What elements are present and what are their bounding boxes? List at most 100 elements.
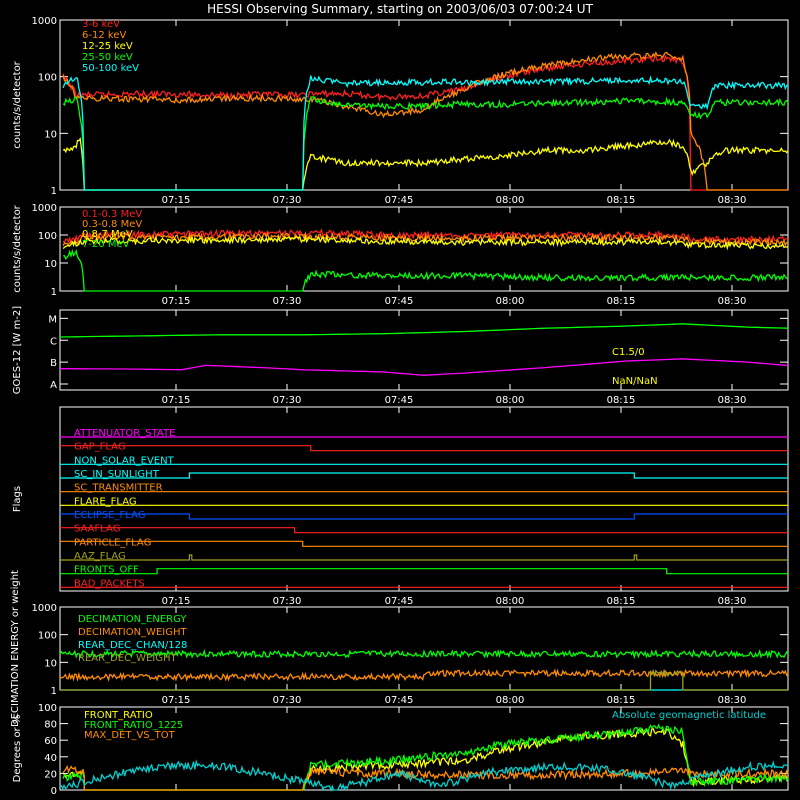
series-line-rear-dec-weight xyxy=(60,668,788,691)
flag-label: SC_TRANSMITTER xyxy=(74,483,163,494)
series-line-7-20-mev xyxy=(63,248,789,292)
flag-line-gap-flag xyxy=(60,445,788,452)
y-tick-label: 1 xyxy=(51,186,57,197)
x-tick-label: 07:30 xyxy=(273,195,302,206)
series-line-goes-12-high xyxy=(59,323,789,338)
x-tick-label: 08:15 xyxy=(607,395,636,406)
y-tick-label: 100 xyxy=(38,231,57,242)
y-tick-label: 1 xyxy=(51,287,57,298)
legend-entry: 12-25 keV xyxy=(82,41,133,52)
panel-ratio: Degrees or % 0 20 40 60 80 100 FRONT_RATIOFRONT… xyxy=(12,703,789,797)
y-tick-label: 80 xyxy=(44,720,57,731)
x-tick-label: 08:00 xyxy=(496,695,525,706)
plot-frame xyxy=(59,706,789,791)
flag-label: NON_SOLAR_EVENT xyxy=(74,455,175,466)
series-line-0-3-0-8-mev xyxy=(62,231,789,247)
legend-entry: REAR_DEC_WEIGHT xyxy=(78,653,177,664)
x-tick-label: 08:30 xyxy=(718,695,747,706)
x-tick-label: 07:45 xyxy=(385,296,414,307)
x-tick-label: 07:45 xyxy=(385,596,414,607)
x-tick-label: 07:15 xyxy=(162,395,191,406)
flag-label: PARTICLE_FLAG xyxy=(74,537,151,548)
legend-entry: REAR_DEC_CHAN/128 xyxy=(78,640,187,651)
flag-line-eclipse-flag xyxy=(60,513,788,520)
y-tick-label: A xyxy=(50,380,57,391)
y-tick-label: 10 xyxy=(44,129,57,140)
x-tick-label: 07:45 xyxy=(385,195,414,206)
panel-goes: 07:15 07:30 07:45 08:00 08:15 08:30 GOES-12 [W… xyxy=(12,306,789,406)
y-tick-label: B xyxy=(50,358,57,369)
plot-frame xyxy=(59,19,789,191)
y-axis-label: GOES-12 [W m-2] xyxy=(12,306,23,394)
flag-label: SAAFLAG xyxy=(74,524,120,535)
x-tick-label: 07:15 xyxy=(162,695,191,706)
x-tick-label: 08:00 xyxy=(496,195,525,206)
legend-entry: 6-12 keV xyxy=(82,30,126,41)
x-tick-label: 08:30 xyxy=(718,296,747,307)
y-tick-label: 0 xyxy=(51,786,57,797)
flag-label: FLARE_FLAG xyxy=(74,496,137,507)
y-tick-label: 40 xyxy=(44,753,57,764)
y-axis-label: Flags xyxy=(12,486,23,512)
y-tick-label: C xyxy=(50,336,57,347)
flag-label: GAP_FLAG xyxy=(74,442,126,453)
x-tick-label: 08:00 xyxy=(496,596,525,607)
plot-frame xyxy=(59,206,789,292)
y-axis-label: Degrees or % xyxy=(12,715,23,783)
legend-entry: 0.8-7 MeV xyxy=(82,229,133,240)
y-tick-label: 60 xyxy=(44,736,57,747)
flag-label: BAD_PACKETS xyxy=(74,578,145,589)
series-line-3-6-kev xyxy=(62,54,788,191)
x-tick-label: 08:00 xyxy=(496,296,525,307)
x-tick-label: 07:15 xyxy=(162,596,191,607)
y-tick-label: 1000 xyxy=(32,16,57,27)
y-axis-label: counts/s/detector xyxy=(12,60,23,148)
flag-line-sc-in-sunlight xyxy=(60,472,788,479)
x-tick-label: 07:30 xyxy=(273,596,302,607)
flag-label: AAZ_FLAG xyxy=(74,551,126,562)
series-line-6-12-kev xyxy=(62,51,788,191)
y-tick-label: 20 xyxy=(44,769,57,780)
panel-decimation: 07:15 07:30 07:45 08:00 08:15 08:30 DECIMATION… xyxy=(10,570,789,727)
y-tick-label: 1000 xyxy=(32,603,57,614)
series-line-max-det-vs-tot xyxy=(62,764,789,791)
x-tick-label: 07:45 xyxy=(385,395,414,406)
panel-highE: 07:15 07:30 07:45 08:00 08:15 08:30 counts/s/d… xyxy=(12,203,789,307)
legend-entry: 3-6 keV xyxy=(82,19,120,30)
flag-line-particle-flag xyxy=(60,540,788,547)
x-tick-label: 07:15 xyxy=(162,296,191,307)
flag-label: SC_IN_SUNLIGHT xyxy=(74,469,160,480)
x-tick-label: 08:30 xyxy=(718,195,747,206)
legend-entry: 0.1-0.3 MeV xyxy=(82,209,142,220)
series-line-absolute-geomagnetic-latitude xyxy=(59,759,789,792)
plot-frame xyxy=(59,406,789,592)
goes-class-annotation: C1.5/0 xyxy=(612,347,645,358)
y-tick-label: 100 xyxy=(38,703,57,714)
legend-entry: DECIMATION_WEIGHT xyxy=(78,627,187,638)
x-tick-label: 08:15 xyxy=(607,195,636,206)
x-tick-label: 08:15 xyxy=(607,695,636,706)
y-tick-label: 100 xyxy=(38,73,57,84)
x-tick-label: 07:15 xyxy=(162,195,191,206)
flag-label: FRONTS_OFF xyxy=(74,565,139,576)
y-axis-label: DECIMATION ENERGY or weight xyxy=(10,570,21,727)
y-tick-label: 10 xyxy=(44,259,57,270)
y-tick-label: 100 xyxy=(38,631,57,642)
legend-entry: FRONT_RATIO_1225 xyxy=(84,720,183,731)
legend-entry: Absolute geomagnetic latitude xyxy=(612,710,766,721)
x-tick-label: 07:30 xyxy=(273,296,302,307)
panel-lowE: 07:15 07:30 07:45 08:00 08:15 08:30 counts/s/d… xyxy=(12,16,789,206)
legend-entry: 50-100 keV xyxy=(82,63,139,74)
x-tick-label: 08:15 xyxy=(607,596,636,607)
series-line-50-100-kev xyxy=(62,75,789,191)
series-line-goes-12-low xyxy=(60,358,789,376)
flag-line-fronts-off xyxy=(60,568,788,575)
y-axis-label: counts/s/detector xyxy=(12,204,23,292)
flag-line-saaflag xyxy=(60,527,788,534)
legend-entry: DECIMATION_ENERGY xyxy=(78,614,187,625)
legend-entry: 0.3-0.8 MeV xyxy=(82,219,142,230)
x-tick-label: 07:30 xyxy=(273,395,302,406)
flag-label: ATTENUATOR_STATE xyxy=(74,428,175,439)
legend-entry: FRONT_RATIO xyxy=(84,710,153,721)
